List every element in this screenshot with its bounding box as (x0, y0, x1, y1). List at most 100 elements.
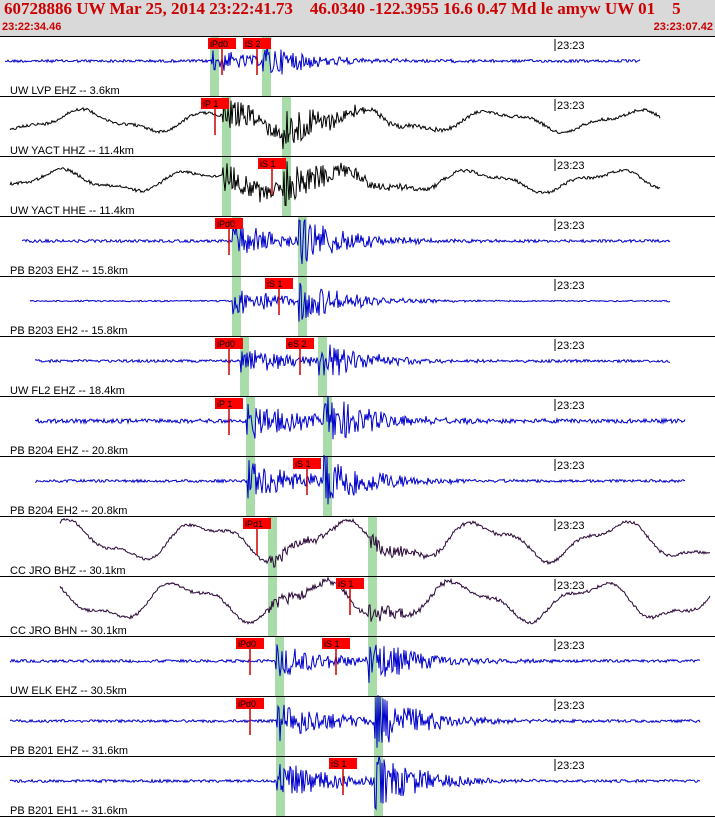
s-window (323, 397, 332, 456)
p-window (222, 157, 231, 216)
s-window (318, 337, 327, 396)
pick-label-box[interactable] (243, 38, 271, 49)
pick-label-box[interactable] (293, 458, 321, 469)
pick-label-box[interactable] (336, 578, 364, 589)
p-window (232, 217, 241, 276)
trace-row[interactable]: 23:23 iPd0 iS 2 UW LVP EHZ -- 3.6km (0, 37, 715, 97)
station-label: CC JRO BHZ -- 30.1km (10, 565, 126, 577)
pick-label-box[interactable] (265, 278, 293, 289)
station-label: PB B203 EH2 -- 15.8km (10, 325, 127, 337)
trace-row[interactable]: 23:23 iPd0 iS 1 UW ELK EHZ -- 30.5km (0, 637, 715, 697)
pick-label-box[interactable] (215, 398, 243, 409)
waveform-line (59, 576, 711, 625)
time-tick-label: 23:23 (557, 760, 585, 772)
trace-row[interactable]: 23:23 iP 1 PB B204 EHZ -- 20.8km (0, 395, 715, 457)
pick-label: iS 1 (295, 459, 311, 469)
pick-label-box[interactable] (215, 218, 243, 229)
pick-label-box[interactable] (329, 758, 357, 769)
waveform-line (59, 517, 711, 568)
time-tick-label: 23:23 (557, 400, 585, 412)
time-tick-label: 23:23 (557, 700, 585, 712)
trace-row[interactable]: 23:23 iS 1 CC JRO BHN -- 30.1km (0, 576, 715, 637)
s-window (298, 277, 307, 336)
window-start-time: 23:22:34.46 (2, 21, 62, 33)
event-title: 60728886 UW Mar 25, 2014 23:22:41.73 46.… (4, 0, 681, 18)
station-label: CC JRO BHN -- 30.1km (10, 625, 127, 637)
time-tick-label: 23:23 (557, 520, 585, 532)
pick-label: iP 1 (203, 99, 218, 109)
station-label: PB B203 EHZ -- 15.8km (10, 265, 128, 277)
station-label: UW ELK EHZ -- 30.5km (10, 685, 127, 697)
s-window (262, 37, 271, 96)
trace-row[interactable]: 23:23 iS 1 PB B201 EH1 -- 31.6km (0, 756, 715, 817)
pick-label: iPd0 (238, 639, 256, 649)
p-window (246, 457, 255, 516)
pick-label-box[interactable] (243, 518, 271, 529)
waveform-line (9, 756, 701, 811)
trace-row[interactable]: 23:23 iPd1 CC JRO BHZ -- 30.1km (0, 517, 715, 577)
time-tick-label: 23:23 (557, 460, 585, 472)
pick-label: iPd0 (217, 339, 235, 349)
s-window (368, 517, 377, 576)
station-label: UW FL2 EHZ -- 18.4km (10, 385, 125, 397)
trace-row[interactable]: 23:23 iS 1 PB B203 EH2 -- 15.8km (0, 277, 715, 337)
pick-label: iPd0 (238, 699, 256, 709)
trace-row[interactable]: 23:23 iPd0 eS 2 UW FL2 EHZ -- 18.4km (0, 337, 715, 397)
time-tick-label: 23:23 (557, 280, 585, 292)
p-window (240, 337, 249, 396)
time-tick-label: 23:23 (557, 640, 585, 652)
trace-row[interactable]: 23:23 iS 1 UW YACT HHE -- 11.4km (0, 157, 715, 217)
station-label: UW YACT HHZ -- 11.4km (10, 145, 134, 157)
trace-row[interactable]: 23:23 iS 1 PB B204 EH2 -- 20.8km (0, 455, 715, 517)
pick-label: iS 1 (331, 759, 347, 769)
pick-label-box[interactable] (215, 338, 243, 349)
station-label: PB B204 EH2 -- 20.8km (10, 505, 127, 517)
time-tick-label: 23:23 (557, 340, 585, 352)
station-label: UW YACT HHE -- 11.4km (10, 205, 134, 217)
pick-label: iS 1 (338, 579, 354, 589)
station-label: PB B204 EHZ -- 20.8km (10, 445, 128, 457)
time-tick-label: 23:23 (557, 100, 585, 112)
trace-row[interactable]: 23:23 iP 1 UW YACT HHZ -- 11.4km (0, 97, 715, 157)
p-window (246, 397, 255, 456)
waveform-line (29, 282, 671, 322)
p-window (222, 97, 231, 156)
time-tick-label: 23:23 (557, 580, 585, 592)
waveform-line (34, 395, 686, 440)
pick-label: iPd0 (210, 39, 228, 49)
pick-label-box[interactable] (258, 158, 286, 169)
pick-label: eS 2 (288, 339, 307, 349)
window-end-time: 23:23:07.42 (653, 21, 713, 33)
pick-label-box[interactable] (201, 98, 229, 109)
time-tick-label: 23:23 (557, 220, 585, 232)
pick-label: iS 1 (267, 279, 283, 289)
pick-label: iPd0 (217, 219, 235, 229)
event-header: 60728886 UW Mar 25, 2014 23:22:41.73 46.… (0, 0, 715, 37)
waveform-line (34, 455, 686, 505)
pick-label: iPd1 (245, 519, 263, 529)
pick-label: iP 1 (217, 399, 232, 409)
pick-label-box[interactable] (322, 638, 350, 649)
pick-label: iS 1 (324, 639, 340, 649)
waveform-line (21, 219, 671, 265)
s-window (368, 577, 377, 636)
trace-row[interactable]: 23:23 iPd0 PB B203 EHZ -- 15.8km (0, 217, 715, 277)
seismogram-panel[interactable]: 23:23 iPd0 iS 2 UW LVP EHZ -- 3.6km 23:23 iP … (0, 37, 715, 818)
pick-label: iS 1 (260, 159, 276, 169)
waveform-line (9, 644, 701, 683)
s-window (374, 757, 383, 816)
time-tick-label: 23:23 (557, 160, 585, 172)
waveform-line (5, 44, 641, 75)
pick-label-box[interactable] (208, 38, 236, 49)
pick-label-box[interactable] (236, 638, 264, 649)
waveform-line (9, 694, 701, 748)
station-label: PB B201 EH1 -- 31.6km (10, 805, 127, 817)
pick-label: iS 2 (245, 39, 261, 49)
p-window (210, 37, 219, 96)
trace-row[interactable]: 23:23 iPd0 PB B201 EHZ -- 31.6km (0, 694, 715, 757)
waveform-line (9, 161, 661, 207)
pick-label-box[interactable] (236, 698, 264, 709)
pick-label-box[interactable] (286, 338, 314, 349)
station-label: UW LVP EHZ -- 3.6km (10, 85, 120, 97)
waveform-line (34, 344, 671, 376)
